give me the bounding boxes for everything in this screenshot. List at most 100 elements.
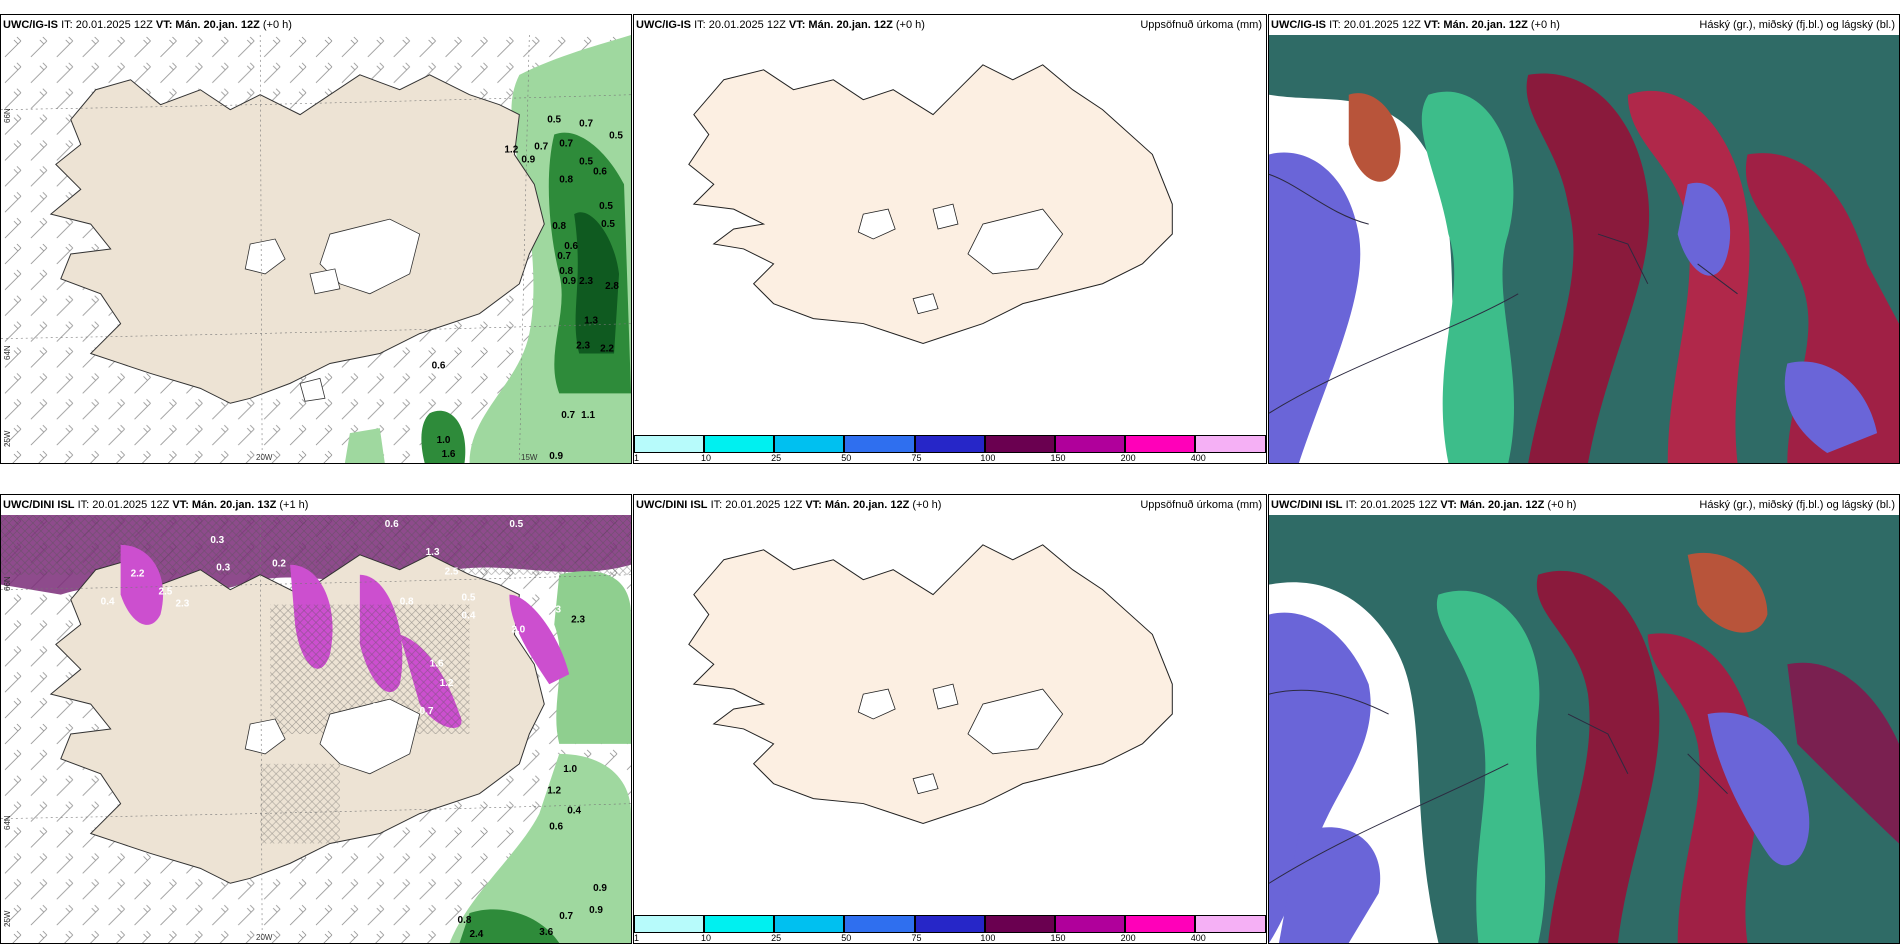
colorbar-swatch	[1195, 915, 1266, 933]
svg-text:0.4: 0.4	[462, 611, 476, 622]
svg-text:1.0: 1.0	[563, 764, 577, 775]
svg-text:2.3: 2.3	[576, 341, 590, 352]
lon-label-20w: 20W	[256, 453, 273, 462]
colorbar-tick: 150	[1050, 453, 1066, 463]
valid-time: Mán. 20.jan. 13Z	[191, 499, 277, 511]
svg-text:0.5: 0.5	[609, 131, 623, 142]
valid-time-label: VT:	[1440, 499, 1457, 511]
colorbar-swatch	[1125, 435, 1196, 453]
map-canvas	[1269, 35, 1899, 463]
colorbar-tick: 1	[634, 933, 640, 943]
svg-text:0.3: 0.3	[210, 535, 224, 546]
colorbar-swatch	[704, 915, 775, 933]
model-name: UWC/IG-IS	[636, 19, 691, 31]
initial-time: IT: 20.01.2025 12Z	[694, 19, 786, 31]
svg-text:0.5: 0.5	[601, 219, 615, 230]
svg-text:0.8: 0.8	[458, 915, 472, 926]
panel-title: Uppsöfnuð úrkoma (mm)	[1140, 19, 1262, 31]
precip-colorbar: 1 10 25 50 75 100 150 200 400	[634, 915, 1266, 943]
panel-header: UWC/DINI ISL IT: 20.01.2025 12Z VT: Mán.…	[634, 495, 1266, 515]
map-canvas: 0.5 0.7 0.5 0.6 0.7 0.5 1.2 0.7 0.9 0.8 0.8 0.6 …	[1, 35, 631, 463]
svg-text:0.9: 0.9	[562, 276, 576, 287]
svg-text:0.3: 0.3	[372, 702, 386, 713]
svg-text:0.4: 0.4	[101, 597, 115, 608]
panel-header: UWC/IG-IS IT: 20.01.2025 12Z VT: Mán. 20…	[634, 15, 1266, 35]
colorbar-swatch	[1125, 915, 1196, 933]
map-canvas: 0.3 0.6 0.5 0.4 2.2 2.5 2.3 0.3 0.2 2.5 1.3 0.8 …	[1, 515, 631, 943]
svg-text:0.6: 0.6	[593, 166, 607, 177]
svg-text:0.8: 0.8	[400, 597, 414, 608]
svg-text:2.5: 2.5	[159, 587, 173, 598]
svg-text:0.8: 0.8	[559, 266, 573, 277]
svg-text:2.2: 2.2	[131, 569, 145, 580]
colorbar-swatch	[844, 915, 915, 933]
initial-time: IT: 20.01.2025 12Z	[710, 499, 803, 511]
lon-label-25w: 25W	[3, 430, 12, 447]
lat-label-64n: 64N	[3, 345, 12, 360]
cloud-cover-panel-ig: UWC/IG-IS IT: 20.01.2025 12Z VT: Mán. 20…	[1268, 14, 1900, 464]
colorbar-swatch	[914, 435, 985, 453]
svg-text:0.4: 0.4	[567, 806, 581, 817]
accumulated-precip-panel-dini: UWC/DINI ISL IT: 20.01.2025 12Z VT: Mán.…	[633, 494, 1267, 944]
colorbar-tick: 150	[1050, 933, 1066, 943]
panel-header: UWC/DINI ISL IT: 20.01.2025 12Z VT: Mán.…	[1, 495, 631, 515]
initial-time: IT: 20.01.2025 12Z	[1345, 499, 1438, 511]
svg-text:1.6: 1.6	[442, 449, 456, 460]
panel-title: Uppsöfnuð úrkoma (mm)	[1140, 499, 1262, 511]
colorbar-swatch	[774, 915, 845, 933]
svg-text:0.5: 0.5	[462, 593, 476, 604]
svg-text:0.3: 0.3	[547, 605, 561, 616]
svg-text:0.7: 0.7	[420, 706, 434, 717]
valid-time: Mán. 20.jan. 12Z	[808, 19, 893, 31]
svg-text:0.8: 0.8	[559, 174, 573, 185]
valid-time-label: VT:	[1423, 19, 1441, 31]
panel-title: Háský (gr.), miðský (fj.bl.) og lágský (…	[1699, 499, 1895, 511]
valid-time: Mán. 20.jan. 12Z	[175, 19, 260, 31]
colorbar-swatch	[634, 915, 705, 933]
svg-text:0.5: 0.5	[599, 201, 613, 212]
valid-time-label: VT:	[805, 499, 822, 511]
colorbar-swatch	[634, 435, 705, 453]
colorbar-tick: 10	[700, 933, 711, 943]
colorbar-swatch	[984, 915, 1055, 933]
svg-text:0.6: 0.6	[385, 519, 399, 530]
svg-text:2.3: 2.3	[579, 276, 593, 287]
wind-precip-map-panel-dini: UWC/DINI ISL IT: 20.01.2025 12Z VT: Mán.…	[0, 494, 632, 944]
colorbar-tick: 100	[980, 933, 996, 943]
panel-header: UWC/IG-IS IT: 20.01.2025 12Z VT: Mán. 20…	[1269, 15, 1899, 35]
colorbar-swatch	[704, 435, 775, 453]
svg-text:0.7: 0.7	[579, 119, 593, 130]
colorbar-swatch	[1195, 435, 1266, 453]
svg-text:0.7: 0.7	[559, 138, 573, 149]
initial-time: IT: 20.01.2025 12Z	[1329, 19, 1421, 31]
panel-header: UWC/DINI ISL IT: 20.01.2025 12Z VT: Mán.…	[1269, 495, 1899, 515]
lead-time: (+0 h)	[895, 19, 925, 31]
svg-text:1.3: 1.3	[426, 547, 440, 558]
svg-text:0.9: 0.9	[549, 451, 563, 462]
panel-title: Háský (gr.), miðský (fj.bl.) og lágský (…	[1699, 19, 1895, 31]
lon-label-25w: 25W	[3, 910, 12, 927]
panel-header: UWC/IG-IS IT: 20.01.2025 12Z VT: Mán. 20…	[1, 15, 631, 35]
valid-time: Mán. 20.jan. 12Z	[1459, 499, 1545, 511]
lat-label-66n: 66N	[3, 576, 12, 591]
lon-label-20w: 20W	[256, 933, 273, 942]
lead-time: (+0 h)	[912, 499, 942, 511]
colorbar-tick: 75	[911, 933, 922, 943]
model-name: UWC/DINI ISL	[1271, 499, 1343, 511]
colorbar-swatch	[1054, 915, 1126, 933]
svg-text:0.2: 0.2	[272, 559, 286, 570]
svg-text:0.9: 0.9	[521, 154, 535, 165]
svg-text:0.5: 0.5	[547, 115, 561, 126]
svg-text:0.7: 0.7	[534, 141, 548, 152]
svg-text:1.3: 1.3	[584, 316, 598, 327]
svg-text:0.5: 0.5	[509, 519, 523, 530]
colorbar-swatch	[914, 915, 985, 933]
valid-time-label: VT:	[788, 19, 806, 31]
colorbar-tick: 100	[980, 453, 996, 463]
map-canvas	[634, 515, 1266, 915]
colorbar-swatch	[984, 435, 1055, 453]
svg-text:2.8: 2.8	[605, 281, 619, 292]
colorbar-swatch	[774, 435, 845, 453]
colorbar-tick: 400	[1190, 453, 1206, 463]
svg-text:1.2: 1.2	[547, 786, 561, 797]
